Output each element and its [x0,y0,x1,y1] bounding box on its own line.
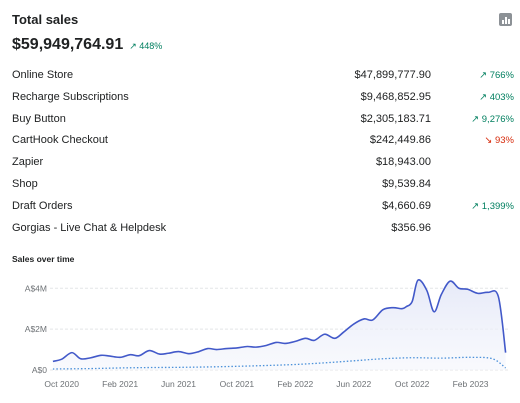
x-tick-label: Feb 2021 [102,379,138,389]
y-tick-label: A$2M [25,324,47,334]
channel-row: Draft Orders $4,660.69 ↗ 1,399% [12,196,514,218]
channel-change: ↗ 766% [479,70,514,81]
channel-change: ↘ 93% [484,135,514,147]
channel-name: Draft Orders [12,199,73,212]
channel-value: $9,468,852.95 [360,90,431,103]
channel-value: $242,449.86 [369,134,431,147]
x-tick-label: Jun 2022 [336,379,371,389]
channel-row: Shop $9,539.84 [12,174,514,196]
chart-title: Sales over time [12,254,75,264]
y-tick-label: A$0 [32,365,47,375]
channel-name: Online Store [12,69,74,81]
channel-name: Gorgias - Live Chat & Helpdesk [12,221,167,234]
channel-name: Shop [12,177,38,190]
channel-change: ↗ 403% [479,91,514,103]
card-title: Total sales [12,12,79,27]
total-sales-change: ↗ 448% [129,41,163,51]
channel-value: $47,899,777.90 [354,69,431,81]
channel-row: Buy Button $2,305,183.71 ↗ 9,276% [12,109,514,131]
channel-row: Zapier $18,943.00 [12,152,514,174]
channel-row: Online Store $47,899,777.90 ↗ 766% [12,65,514,87]
total-sales-summary: $59,949,764.91 ↗ 448% [12,36,162,54]
channel-row: CartHook Checkout $242,449.86 ↘ 93% [12,130,514,152]
channel-value: $4,660.69 [382,199,431,212]
series-area [52,279,506,370]
bar-chart-icon[interactable] [499,13,512,26]
x-tick-label: Feb 2022 [277,379,313,389]
y-tick-label: A$4M [25,283,47,293]
channel-name: Buy Button [12,112,66,125]
total-sales-value: $59,949,764.91 [12,36,124,53]
channel-name: Zapier [12,156,44,169]
channel-change: ↗ 9,276% [471,113,514,125]
channel-value: $2,305,183.71 [360,112,431,125]
channel-name: CartHook Checkout [12,134,108,147]
x-tick-label: Jun 2021 [161,379,196,389]
channel-row: Recharge Subscriptions $9,468,852.95 ↗ 403… [12,87,514,109]
x-tick-label: Oct 2020 [44,379,79,389]
channel-name: Recharge Subscriptions [12,90,129,103]
channel-change: ↗ 1,399% [471,200,514,212]
x-tick-label: Oct 2021 [220,379,255,389]
series-line-current [52,278,507,363]
channel-value: $356.96 [391,221,431,234]
channel-row: Gorgias - Live Chat & Helpdesk $356.96 [12,218,514,240]
channel-value: $9,539.84 [382,177,431,190]
channel-value: $18,943.00 [375,156,431,169]
x-tick-label: Feb 2023 [453,379,489,389]
sales-over-time-chart: A$0 A$2M A$4M Oct 2020 Feb 2021 Jun 2021 Oct 2… [25,278,510,389]
series-line-previous [52,356,507,370]
x-tick-label: Oct 2022 [395,379,430,389]
sales-by-channel-list: Online Store $47,899,777.90 ↗ 766% Recharge… [12,65,514,239]
